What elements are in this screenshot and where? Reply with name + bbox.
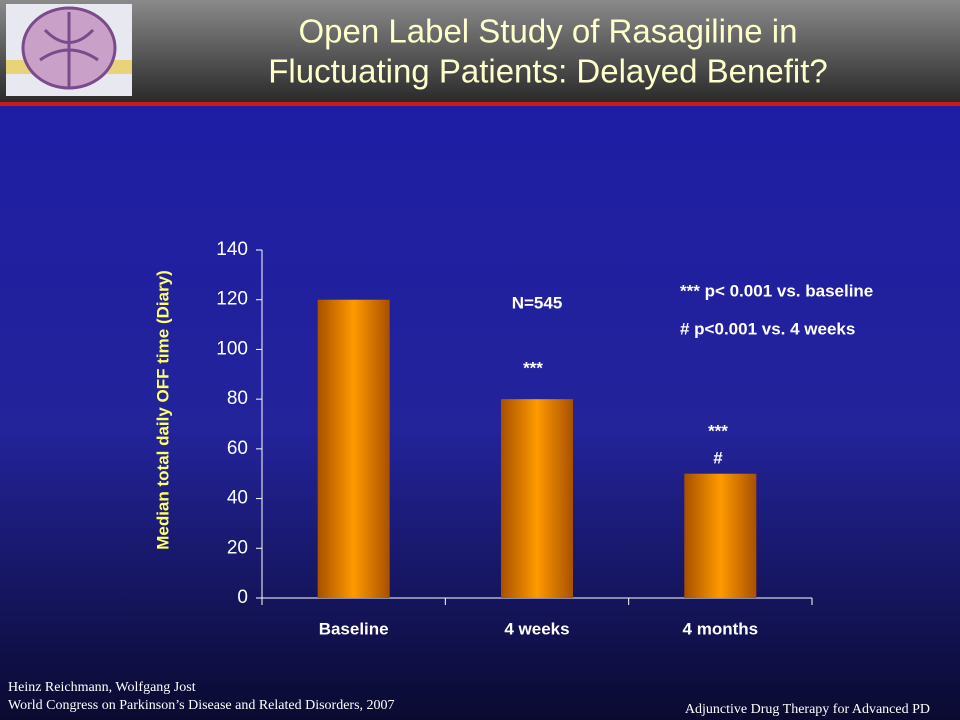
y-tick-label: 20 <box>227 537 248 558</box>
footer-authors: Heinz Reichmann, Wolfgang Jost <box>8 680 196 695</box>
annotation: *** <box>708 421 728 440</box>
y-tick-label: 40 <box>227 488 248 509</box>
annotation: N=545 <box>512 293 563 312</box>
annotation: *** <box>523 358 543 377</box>
logo <box>6 4 132 96</box>
header-bar <box>0 0 960 102</box>
header-rule <box>0 102 960 106</box>
y-tick-label: 60 <box>227 438 248 459</box>
x-tick-label: 4 months <box>683 619 759 638</box>
title-line: Fluctuating Patients: Delayed Benefit? <box>268 53 828 90</box>
x-tick-label: 4 weeks <box>504 619 569 638</box>
annotation: *** p< 0.001 vs. baseline <box>680 281 873 300</box>
y-tick-label: 120 <box>216 289 248 310</box>
y-tick-label: 80 <box>227 388 248 409</box>
y-tick-label: 100 <box>216 338 248 359</box>
annotation: # <box>713 448 723 467</box>
footer-venue: World Congress on Parkinson’s Disease an… <box>8 698 395 713</box>
y-tick-label: 0 <box>237 587 248 608</box>
bar <box>501 399 573 598</box>
title-line: Open Label Study of Rasagiline in <box>299 13 798 50</box>
y-tick-label: 140 <box>216 239 248 260</box>
annotation: # p<0.001 vs. 4 weeks <box>680 319 855 338</box>
bar <box>317 299 390 598</box>
bar <box>684 473 757 598</box>
y-axis-label: Median total daily OFF time (Diary) <box>153 270 172 550</box>
x-tick-label: Baseline <box>319 619 389 638</box>
footer-series: Adjunctive Drug Therapy for Advanced PD <box>685 702 930 717</box>
